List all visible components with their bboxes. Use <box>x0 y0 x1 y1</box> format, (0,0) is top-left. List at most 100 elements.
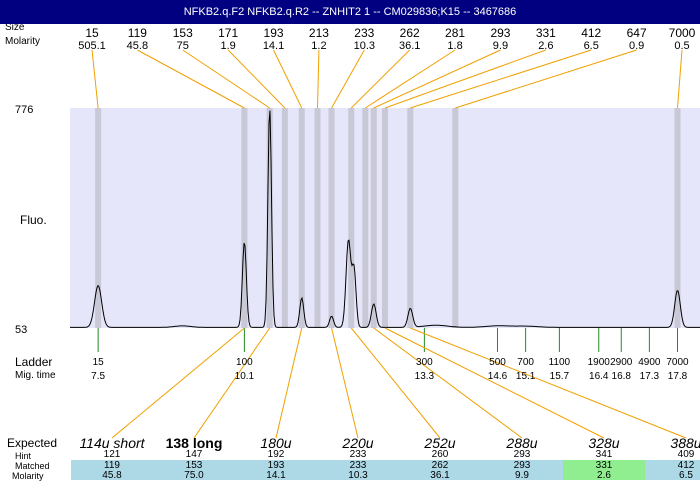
peak-band-7000 <box>674 108 681 328</box>
peak-connector-262 <box>350 49 411 109</box>
peak-size-213: 213 <box>308 26 329 40</box>
peak-size-119: 119 <box>127 26 147 40</box>
peak-connector-7000 <box>677 49 683 109</box>
molarity-value-6: 2.6 <box>597 470 611 481</box>
peak-band-331 <box>382 108 388 328</box>
matched-band-1 <box>153 460 235 480</box>
peak-molarity-412: 6.5 <box>583 40 599 52</box>
ladder-mig-700: 15.1 <box>515 371 536 382</box>
y-min-label: 53 <box>15 324 28 336</box>
matched-band-2 <box>235 460 317 480</box>
peak-molarity-153: 75 <box>176 40 189 52</box>
peak-connector-153 <box>182 49 270 109</box>
molarity-value-5: 9.9 <box>515 470 529 481</box>
hint-value-1: 147 <box>185 449 203 460</box>
ladder-size-500: 500 <box>489 357 506 368</box>
peak-size-647: 647 <box>626 26 647 40</box>
peak-band-233 <box>328 108 335 328</box>
peak-size-262: 262 <box>399 26 420 40</box>
ladder-size-100: 100 <box>236 357 253 368</box>
peak-size-15: 15 <box>85 26 99 40</box>
molarity-value-3: 10.3 <box>348 470 368 481</box>
peak-band-647 <box>452 108 459 328</box>
ladder-mig-15: 7.5 <box>91 371 106 382</box>
expected-label: Expected <box>7 436 58 450</box>
expected-label-3: 220u <box>342 435 374 451</box>
expected-connector-0 <box>111 327 245 439</box>
peak-molarity-119: 45.8 <box>126 40 149 52</box>
ladder-size-15: 15 <box>92 357 104 368</box>
matched-value-6: 331 <box>595 460 613 471</box>
peak-size-171: 171 <box>218 26 239 40</box>
peak-size-331: 331 <box>535 26 556 40</box>
molarity-row-label: Molarity <box>12 471 44 481</box>
peak-size-281: 281 <box>445 26 466 40</box>
ladder-mig-4900: 17.3 <box>639 371 660 382</box>
hint-value-6: 341 <box>595 449 613 460</box>
peak-size-153: 153 <box>172 26 193 40</box>
expected-label-2: 180u <box>260 435 292 451</box>
matched-label: Matched <box>15 461 50 471</box>
expected-connector-6 <box>384 327 605 439</box>
peak-band-171 <box>281 108 288 328</box>
molarity-value-0: 45.8 <box>102 470 122 481</box>
matched-band-4 <box>399 460 481 480</box>
peak-band-193 <box>298 108 305 328</box>
peak-band-213 <box>314 108 321 328</box>
peak-molarity-262: 36.1 <box>398 40 421 52</box>
ladder-size-300: 300 <box>416 357 433 368</box>
peak-connector-193 <box>273 49 303 109</box>
matched-value-2: 193 <box>267 460 285 471</box>
peak-connector-213 <box>317 49 320 109</box>
peak-molarity-647: 0.9 <box>628 40 645 52</box>
peak-band-119 <box>241 108 248 328</box>
expected-label-5: 288u <box>506 435 538 451</box>
peak-connector-119 <box>137 49 245 109</box>
hint-value-0: 121 <box>103 449 121 460</box>
peak-band-281 <box>362 108 369 328</box>
expected-connector-5 <box>373 327 523 439</box>
matched-band-7 <box>645 460 700 480</box>
peak-molarity-331: 2.6 <box>538 40 554 52</box>
peak-molarity-15: 505.1 <box>78 40 106 52</box>
peak-connector-647 <box>455 49 637 109</box>
ladder-size-1100: 1100 <box>548 357 571 368</box>
hint-value-7: 409 <box>677 449 695 460</box>
expected-connector-3 <box>331 327 359 439</box>
hint-value-4: 260 <box>431 449 449 460</box>
molarity-label: Molarity <box>5 36 41 47</box>
ladder-label: Ladder <box>15 355 53 369</box>
matched-value-0: 119 <box>104 460 120 471</box>
ladder-mig-7000: 17.8 <box>667 371 688 382</box>
peak-molarity-193: 14.1 <box>262 40 285 52</box>
peak-band-293 <box>370 108 377 328</box>
expected-label-4: 252u <box>424 435 456 451</box>
mig-time-label: Mig. time <box>15 370 56 381</box>
ladder-mig-1100: 15.7 <box>549 371 570 382</box>
molarity-value-2: 14.1 <box>266 470 286 481</box>
hint-value-5: 293 <box>513 449 531 460</box>
peak-molarity-233: 10.3 <box>353 40 375 52</box>
peak-connector-412 <box>410 49 592 109</box>
expected-label-7: 388u <box>670 435 700 451</box>
ladder-size-7000: 7000 <box>666 357 689 368</box>
hint-value-2: 192 <box>267 449 285 460</box>
peak-molarity-171: 1.9 <box>220 40 236 52</box>
hint-value-3: 233 <box>349 449 367 460</box>
matched-band-5 <box>481 460 563 480</box>
peak-size-7000: 7000 <box>668 26 696 40</box>
window-title: NFKB2.q.F2 NFKB2.q.R2 -- ZNHIT2 1 -- CM0… <box>183 6 517 18</box>
size-label: Size <box>5 24 25 32</box>
expected-connector-2 <box>275 327 303 439</box>
expected-label-6: 328u <box>588 435 620 451</box>
fluo-label: Fluo. <box>20 213 47 227</box>
matched-value-5: 293 <box>513 460 531 471</box>
matched-value-3: 233 <box>349 460 367 471</box>
peak-size-412: 412 <box>581 26 602 40</box>
expected-connector-1 <box>193 327 271 439</box>
peak-molarity-7000: 0.5 <box>674 40 690 52</box>
matched-value-4: 262 <box>431 460 449 471</box>
ladder-mig-1900: 16.4 <box>589 371 609 382</box>
expected-connector-4 <box>350 327 441 439</box>
